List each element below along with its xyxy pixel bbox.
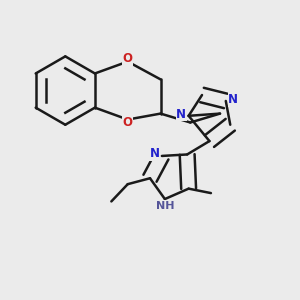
Text: N: N <box>228 93 238 106</box>
Text: O: O <box>123 116 133 129</box>
Text: O: O <box>123 52 133 65</box>
Text: N: N <box>149 147 160 160</box>
Text: N: N <box>176 108 186 121</box>
Text: NH: NH <box>156 201 174 211</box>
